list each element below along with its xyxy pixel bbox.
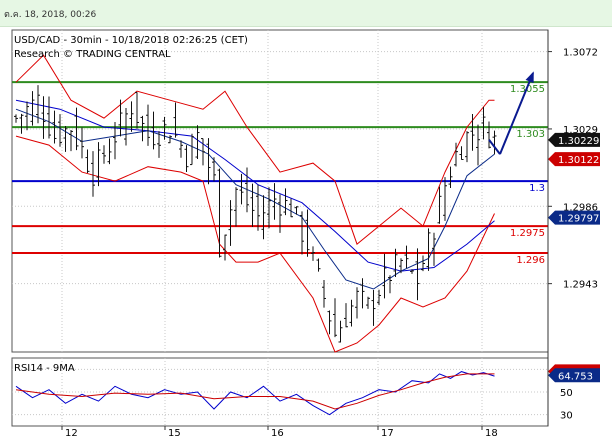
forecast-arrow-stem: [488, 139, 501, 155]
rsi-line: [15, 371, 495, 416]
y-tick-label: 1.2986: [563, 202, 598, 213]
level-label: 1.296: [516, 255, 545, 266]
x-tick-label: 18: [485, 428, 498, 439]
x-tick-label: 17: [381, 428, 394, 439]
level-label: 1.3: [529, 183, 545, 194]
rsi-title: RSI14 - 9MA: [14, 363, 75, 374]
rsi-y-tick-label: 30: [560, 411, 573, 422]
forecast-arrow-line: [499, 72, 534, 155]
y-tick-label: 1.3072: [563, 48, 598, 59]
rsi-value-tag: [548, 368, 600, 383]
price-tag: [548, 152, 600, 167]
x-tick-label: 12: [65, 428, 78, 439]
date-stamp: ต.ค. 18, 2018, 00:26: [4, 10, 97, 20]
rsi-value-tag-label: 64.753: [558, 371, 593, 382]
y-tick-label: 1.3029: [563, 125, 598, 136]
top-bar: ต.ค. 18, 2018, 00:26: [0, 0, 612, 27]
main-pane-frame: [11, 29, 549, 353]
level-label: 1.2975: [510, 228, 545, 239]
price-tag-label: 1.30122: [558, 155, 599, 166]
price-tag: [548, 210, 600, 225]
rsi-y-tick-label: 50: [560, 388, 573, 399]
rsi-ma-line: [15, 373, 495, 410]
price-tag-label: 1.29797: [558, 214, 599, 225]
x-tick-label: 16: [271, 428, 284, 439]
bollinger-lower: [15, 135, 495, 353]
level-label: 1.303: [516, 129, 545, 140]
bollinger-upper: [15, 54, 495, 245]
chart-title: USD/CAD - 30min - 10/18/2018 02:26:25 (C…: [14, 35, 248, 46]
chart-subtitle: Research © TRADING CENTRAL: [14, 49, 171, 60]
level-label: 1.3055: [510, 84, 545, 95]
price-tag: [548, 132, 600, 147]
y-tick-label: 1.2943: [563, 280, 598, 291]
forecast-arrow-head: [525, 71, 534, 84]
x-tick-label: 15: [168, 428, 181, 439]
chart-canvas: 12151617181.30721.30291.29861.2943705030…: [11, 29, 600, 439]
price-tag-label: 1.30229: [558, 136, 599, 147]
